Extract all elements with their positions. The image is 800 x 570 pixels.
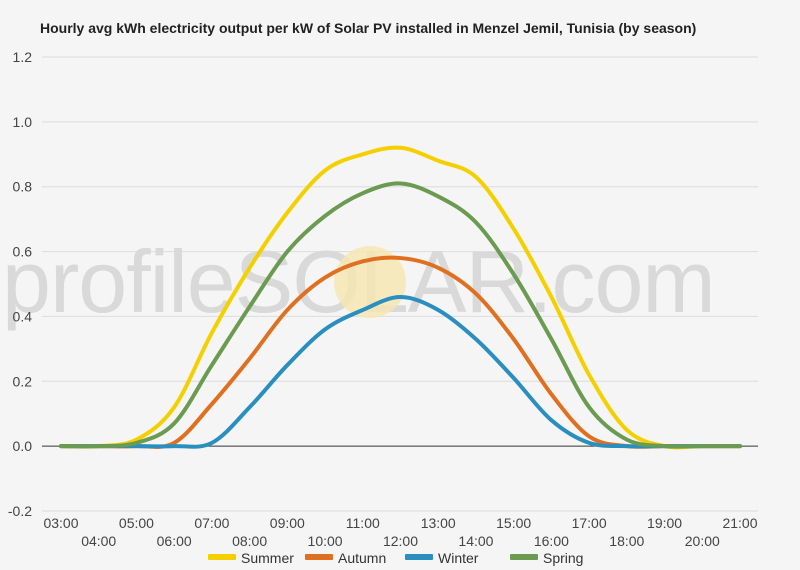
series-line-winter	[59, 294, 742, 449]
x-tick-label: 14:00	[458, 533, 493, 549]
x-tick-label: 04:00	[81, 533, 116, 549]
x-axis: 03:0004:0005:0006:0007:0008:0009:0010:00…	[43, 515, 757, 549]
x-tick-label: 18:00	[609, 533, 644, 549]
y-tick-label: 0.4	[13, 308, 33, 324]
y-tick-label: -0.2	[8, 503, 32, 519]
y-tick-label: 1.2	[13, 49, 33, 65]
y-tick-label: 0.0	[13, 438, 33, 454]
x-tick-label: 10:00	[308, 533, 343, 549]
x-tick-label: 19:00	[647, 515, 682, 531]
y-tick-label: 0.6	[13, 244, 33, 260]
x-tick-label: 09:00	[270, 515, 305, 531]
x-tick-label: 12:00	[383, 533, 418, 549]
x-tick-label: 05:00	[119, 515, 154, 531]
y-tick-label: 0.2	[13, 373, 33, 389]
x-tick-label: 06:00	[157, 533, 192, 549]
legend-swatch-spring	[510, 554, 538, 560]
y-axis: -0.2 0.0 0.2 0.4 0.6 0.8 1.0 1.2	[8, 49, 32, 519]
x-tick-label: 08:00	[232, 533, 267, 549]
legend-label-summer: Summer	[241, 550, 294, 566]
legend: Summer Autumn Winter Spring	[208, 550, 583, 566]
x-tick-label: 16:00	[534, 533, 569, 549]
series-line-spring	[59, 181, 742, 449]
x-tick-label: 21:00	[722, 515, 757, 531]
series-lines	[59, 145, 742, 450]
x-tick-label: 07:00	[194, 515, 229, 531]
y-tick-label: 0.8	[13, 179, 33, 195]
legend-label-spring: Spring	[543, 550, 583, 566]
x-tick-label: 11:00	[346, 515, 380, 531]
series-line-summer	[59, 145, 742, 450]
x-tick-label: 13:00	[421, 515, 456, 531]
legend-swatch-winter	[405, 554, 433, 560]
legend-label-winter: Winter	[438, 550, 479, 566]
legend-swatch-autumn	[305, 554, 333, 560]
legend-label-autumn: Autumn	[338, 550, 386, 566]
x-tick-label: 17:00	[572, 515, 607, 531]
y-tick-label: 1.0	[13, 114, 33, 130]
x-tick-label: 03:00	[43, 515, 78, 531]
chart-title: Hourly avg kWh electricity output per kW…	[40, 20, 696, 36]
x-tick-label: 15:00	[496, 515, 531, 531]
legend-swatch-summer	[208, 554, 236, 560]
x-tick-label: 20:00	[685, 533, 720, 549]
